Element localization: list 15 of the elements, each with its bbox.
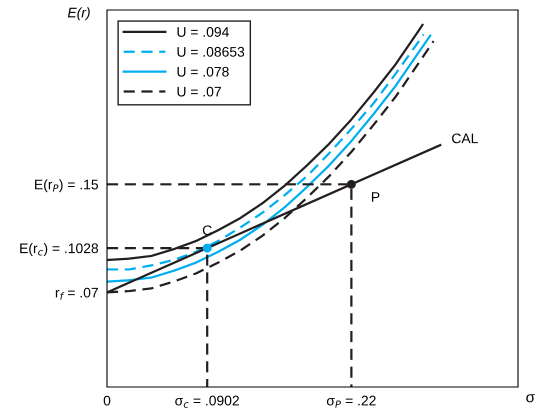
legend-label: U = .08653	[178, 46, 244, 57]
legend-label: U = .094	[178, 27, 229, 37]
y-axis-title: E(r)	[68, 7, 90, 20]
legend-label: U = .078	[178, 66, 229, 77]
annotation: CAL	[452, 133, 478, 144]
x-axis-title: σ	[526, 394, 535, 402]
x-tick-label: σ$_{c}$ = .0902	[175, 396, 239, 408]
x-tick-label: σ$_{P}$ = .22	[326, 396, 376, 408]
annotation: C	[202, 225, 212, 236]
x-tick-label: 0	[104, 396, 110, 406]
legend-label: U = .07	[178, 86, 221, 97]
y-tick-label: E(r$_{c}$) = .1028	[20, 243, 98, 256]
y-tick-label: r$_{f}$ = .07	[56, 288, 98, 300]
annotation: P	[372, 192, 380, 202]
y-tick-label: E(r$_{P}$) = .15	[35, 179, 98, 192]
